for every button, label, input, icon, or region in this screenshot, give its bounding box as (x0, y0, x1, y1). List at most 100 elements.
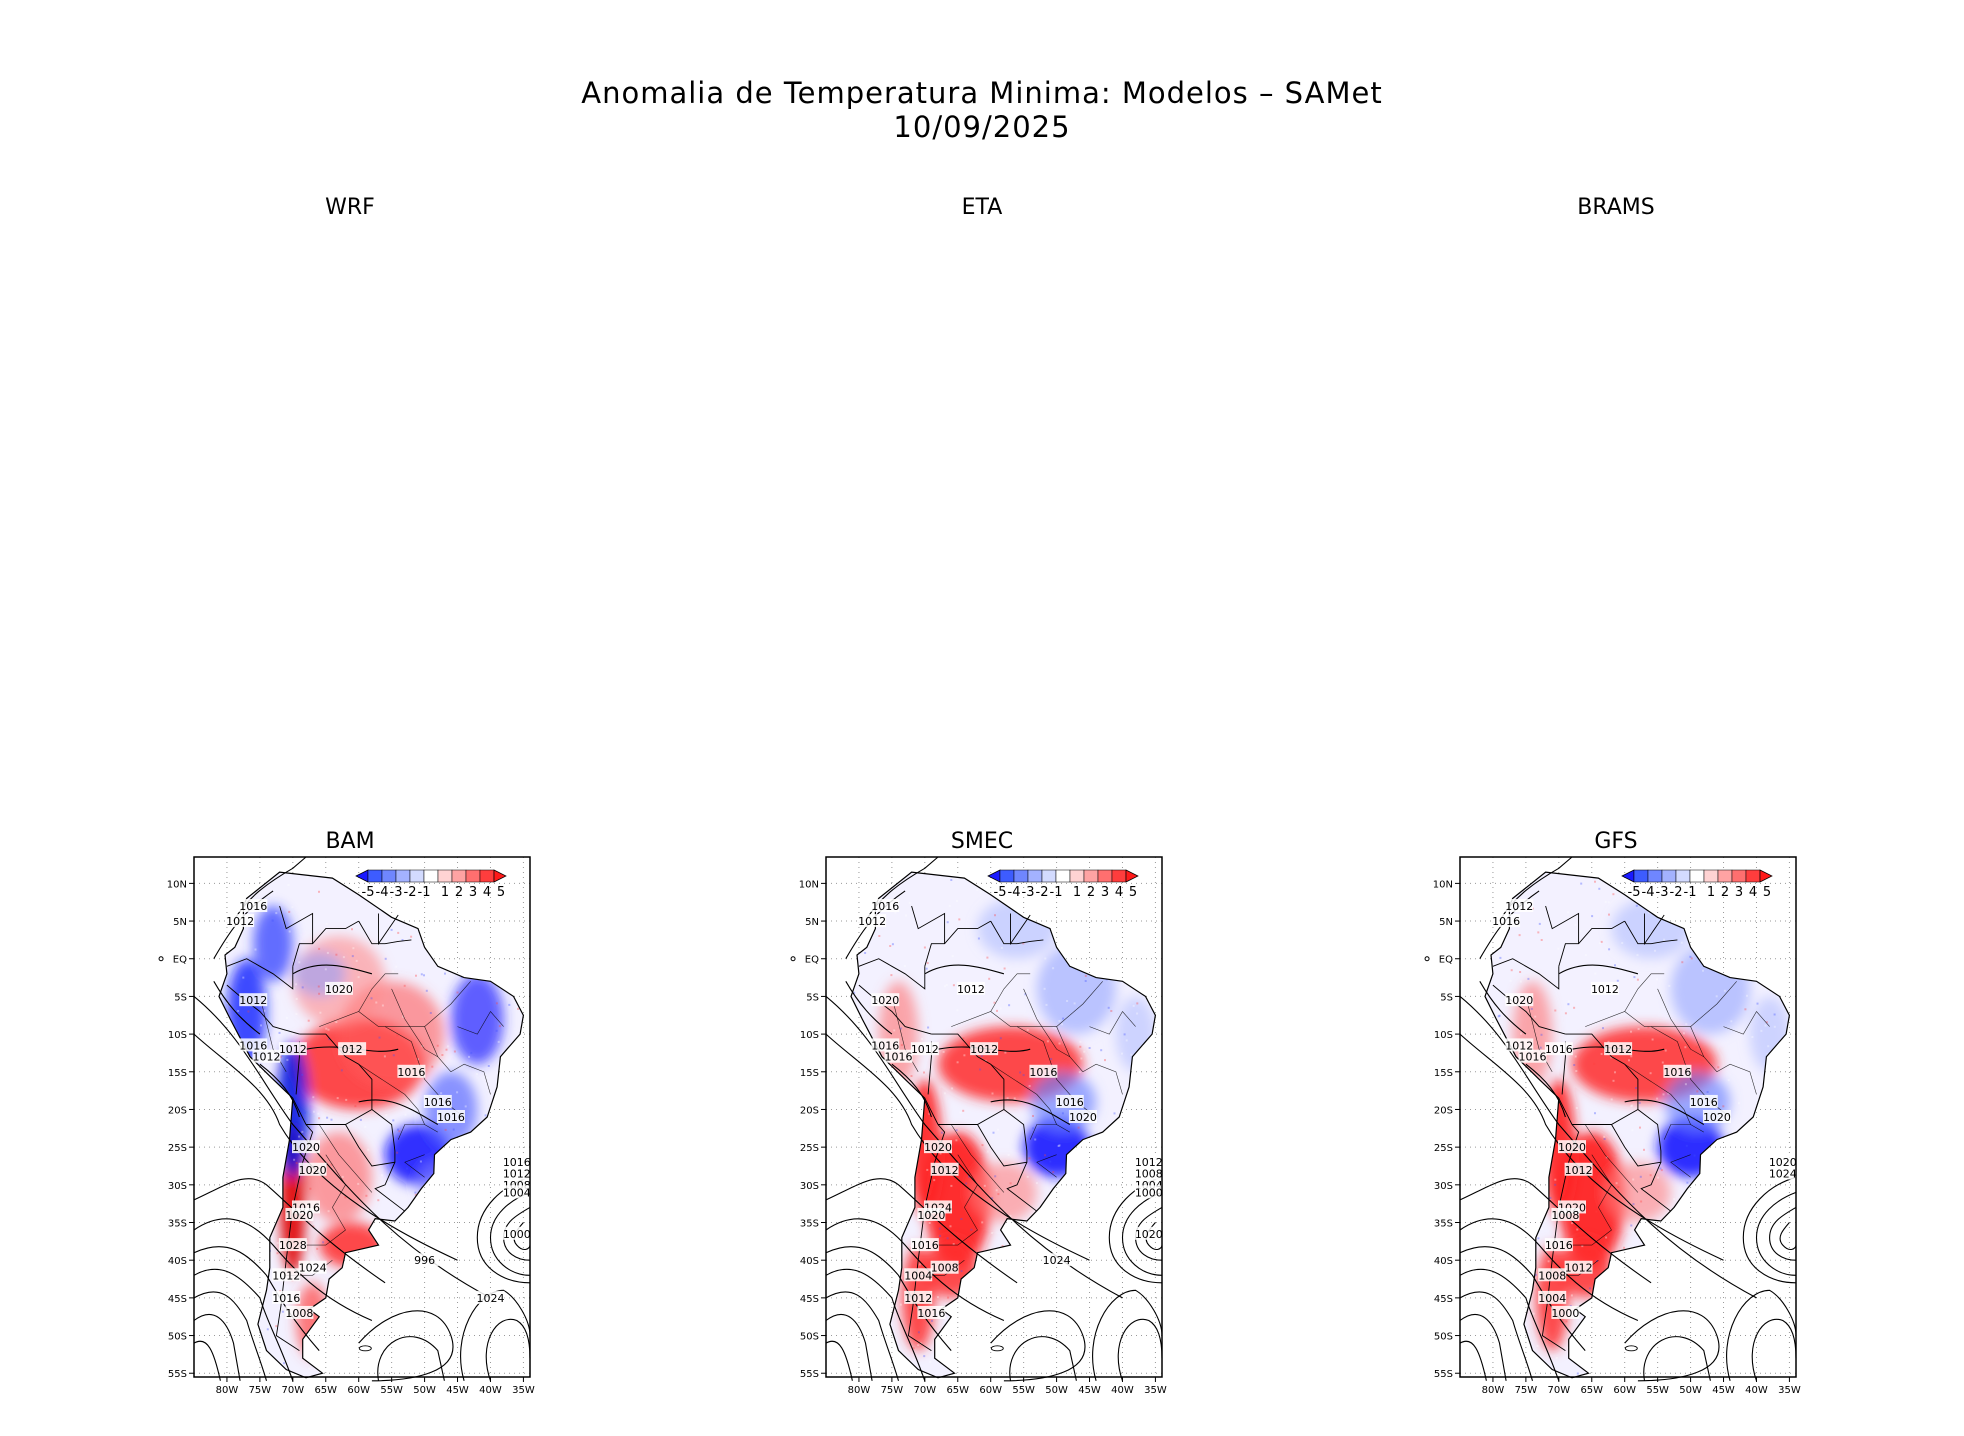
colorbar-swatch (1027, 869, 1043, 883)
lon-tick-label: 65W (946, 1385, 969, 1396)
speckle-dot (327, 1028, 330, 1031)
speckle-dot (965, 1182, 968, 1185)
speckle-dot (1519, 980, 1522, 983)
speckle-dot (487, 1065, 490, 1067)
speckle-dot (1706, 1091, 1709, 1093)
isobar-label-bg (1068, 1110, 1097, 1123)
isobar-label: 1012 (252, 1051, 280, 1064)
border-line (358, 920, 412, 945)
colorbar-swatch (1069, 869, 1085, 883)
lat-tick-label: 25S (168, 1143, 187, 1154)
colorbar-label: 4 (1115, 885, 1123, 900)
state-line (990, 973, 1031, 1012)
speckle-dot (1580, 882, 1583, 885)
colorbar-label: 2 (1721, 885, 1729, 900)
speckle-dot (1079, 1045, 1082, 1048)
isobar-line (1742, 1176, 1797, 1284)
speckle-dot (952, 1243, 955, 1246)
isobar-label: 1012 (239, 994, 267, 1007)
map-frame (825, 856, 1163, 1378)
speckle-dot (862, 1012, 865, 1015)
isobar-label-bg (1551, 1207, 1580, 1221)
speckle-dot (1540, 1227, 1543, 1230)
speckle-dot (1773, 1025, 1776, 1028)
state-line (891, 996, 919, 1072)
lat-tick-label: 15S (800, 1068, 819, 1079)
state-line (404, 1154, 425, 1178)
speckle-dot (1013, 1097, 1016, 1100)
speckle-dot (1630, 1224, 1633, 1227)
colorbar-label: -2 (1670, 885, 1683, 900)
border-line (1545, 905, 1580, 944)
isobar-label: 1016 (1029, 1066, 1057, 1079)
speckle-dot (1026, 1029, 1029, 1031)
speckle-dot (981, 1144, 984, 1147)
colorbar-label: 1 (1707, 885, 1715, 900)
speckle-dot (395, 965, 398, 968)
speckle-dot (928, 1112, 931, 1115)
isobar-label-bg (1538, 1290, 1567, 1304)
isobar-label-bg (871, 993, 900, 1007)
lat-tick-label: 20S (800, 1105, 819, 1116)
speckle-dot (1003, 967, 1006, 970)
isobar-label-bg (1564, 1162, 1593, 1176)
speckle-dot (917, 1331, 920, 1334)
isobar-label-bg (1538, 1268, 1567, 1282)
speckle-dot (271, 919, 274, 922)
figure-title-line1: Anomalia de Temperatura Minima: Modelos … (581, 76, 1383, 110)
speckle-dot (939, 1152, 942, 1155)
isobar-label-bg (1551, 1305, 1580, 1319)
isobar-label: 012 (342, 1043, 363, 1056)
colorbar-label: -2 (404, 885, 417, 900)
isobar-line (825, 1291, 900, 1381)
speckle-dot (1760, 1029, 1763, 1032)
speckle-dot (1540, 1033, 1543, 1036)
speckle-dot (1084, 980, 1087, 982)
falkland-islands (358, 1345, 372, 1352)
speckle-dot (1519, 971, 1522, 973)
isobar-label-bg (436, 1110, 465, 1123)
isobar-line (990, 1099, 1071, 1125)
speckle-dot (388, 1181, 391, 1184)
speckle-dot (260, 1024, 262, 1027)
lat-tick-label: 25S (1434, 1143, 1453, 1154)
speckle-dot (1657, 1176, 1660, 1179)
speckle-dot (1732, 1131, 1734, 1134)
speckle-dot (295, 983, 298, 986)
speckle-dot (1123, 1033, 1126, 1036)
lon-tick-label: 80W (1482, 1385, 1505, 1396)
state-line (950, 1124, 1005, 1193)
isobar-line (825, 1340, 853, 1381)
lat-tick-label: 10N (1433, 879, 1453, 890)
speckle-dot (1603, 1125, 1606, 1128)
isobar-line (489, 1191, 531, 1276)
speckle-dot (948, 904, 951, 907)
speckle-dot (976, 888, 979, 891)
isobar-label-bg (930, 1162, 959, 1176)
state-line (1082, 1063, 1123, 1095)
speckle-dot (363, 1099, 366, 1102)
isobar-line (193, 1268, 294, 1381)
speckle-dot (1604, 900, 1607, 903)
border-line (279, 905, 314, 944)
speckle-dot (1504, 938, 1507, 941)
speckle-dot (1530, 1007, 1533, 1010)
speckle-dot (962, 1037, 965, 1040)
isobar-label: 1012 (904, 1292, 932, 1305)
speckle-dot (295, 1162, 298, 1165)
speckle-dot (939, 1234, 942, 1237)
lon-tick-label: 50W (1045, 1385, 1068, 1396)
speckle-dot (470, 1051, 473, 1054)
speckle-dot (262, 1062, 265, 1065)
speckle-dot (278, 1031, 281, 1034)
speckle-dot (894, 911, 897, 914)
speckle-dot (995, 1189, 998, 1192)
isobar-label-bg (1768, 1155, 1797, 1169)
speckle-dot (1686, 1181, 1689, 1184)
speckle-dot (960, 1218, 963, 1220)
speckle-dot (1547, 1260, 1550, 1263)
speckle-dot (1690, 957, 1693, 960)
speckle-dot (441, 1054, 444, 1056)
isobar-line (1558, 964, 1639, 975)
speckle-dot (317, 1112, 320, 1115)
